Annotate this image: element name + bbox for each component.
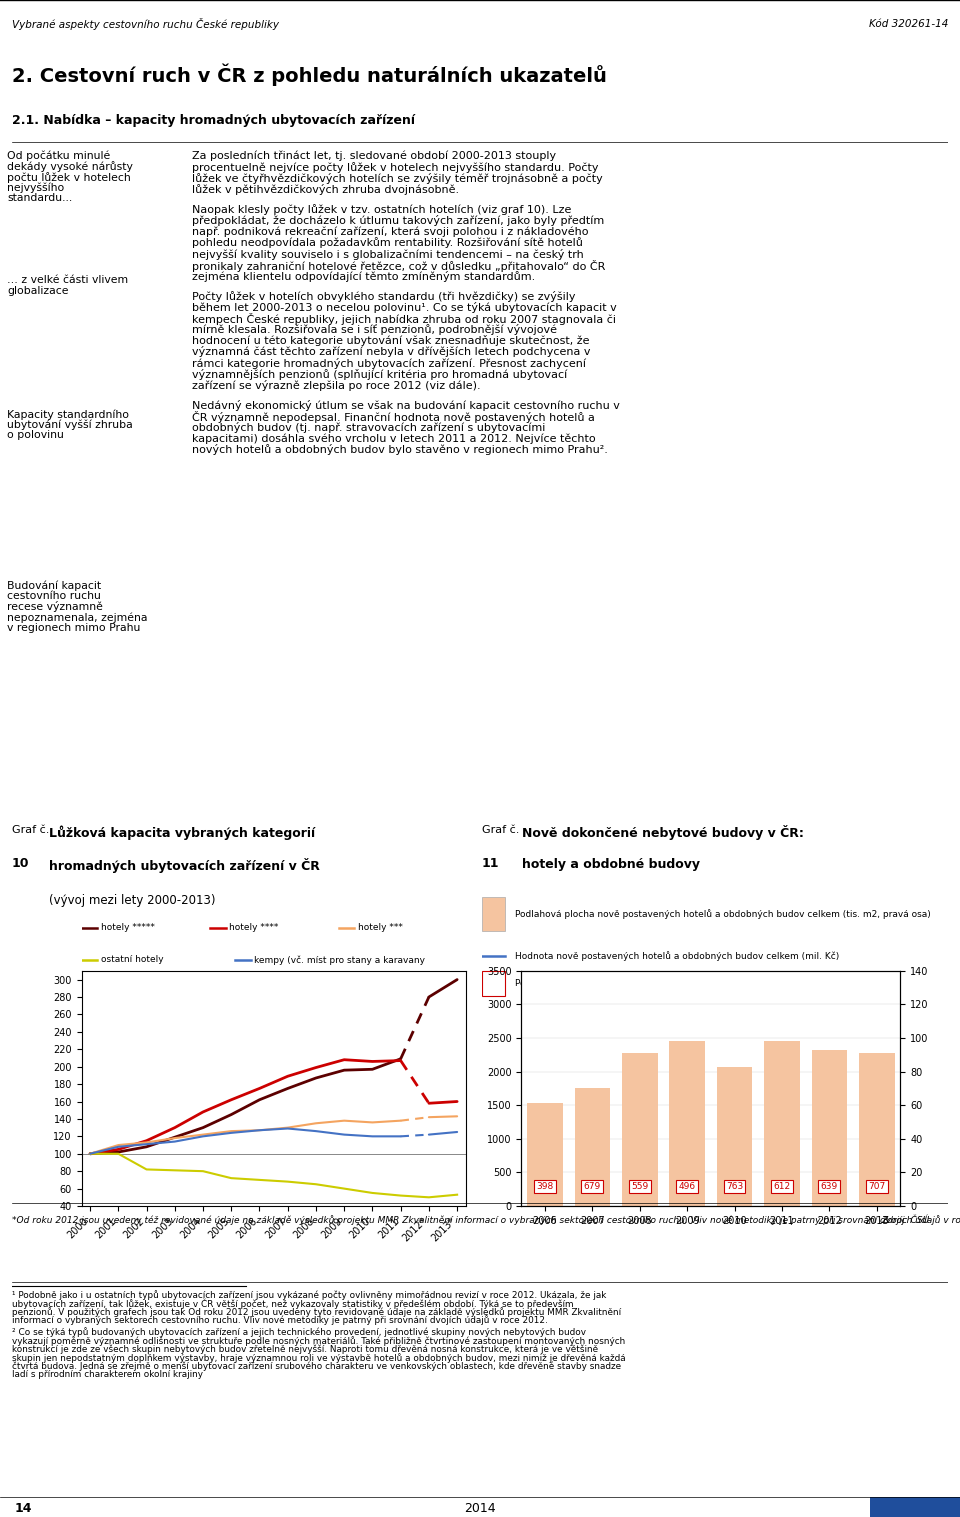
Text: Kód 320261-14: Kód 320261-14 xyxy=(869,20,948,29)
Text: *Od roku 2012 jsou uvedeny též revidované údaje na základě výsledků projektu MMR: *Od roku 2012 jsou uvedeny též revidovan… xyxy=(12,1215,960,1224)
Text: 679: 679 xyxy=(584,1182,601,1191)
Text: Vybrané aspekty cestovního ruchu České republiky: Vybrané aspekty cestovního ruchu České r… xyxy=(12,18,278,30)
Text: 707: 707 xyxy=(868,1182,885,1191)
Text: Kapacity standardního: Kapacity standardního xyxy=(7,410,129,420)
Text: penzionů. V použitých grafech jsou tak Od roku 2012 jsou uvedeny tyto revidované: penzionů. V použitých grafech jsou tak O… xyxy=(12,1306,621,1317)
Text: Nově dokončené nebytové budovy v ČR:: Nově dokončené nebytové budovy v ČR: xyxy=(522,825,804,840)
Text: Graf č.: Graf č. xyxy=(482,825,519,834)
Text: zejména klientelu odpovídající těmto zmíněným standardům.: zejména klientelu odpovídající těmto zmí… xyxy=(192,270,536,282)
Text: o polovinu: o polovinu xyxy=(7,431,64,440)
Text: počtu lůžek v hotelech: počtu lůžek v hotelech xyxy=(7,171,131,182)
Text: nových hotelů a obdobných budov bylo stavěno v regionech mimo Prahu².: nových hotelů a obdobných budov bylo sta… xyxy=(192,444,608,455)
Text: standardu...: standardu... xyxy=(7,193,72,203)
Text: ¹ Podobně jako i u ostatních typů ubytovacích zařízení jsou vykázané počty ovliv: ¹ Podobně jako i u ostatních typů ubytov… xyxy=(12,1289,606,1300)
Text: ostatní hotely: ostatní hotely xyxy=(101,956,163,965)
Text: lůžek ve čtyřhvězdičkových hotelích se zvýšily téměř trojnásobně a počty: lůžek ve čtyřhvězdičkových hotelích se z… xyxy=(192,173,603,184)
Text: 10: 10 xyxy=(12,857,29,869)
Bar xyxy=(870,1497,960,1517)
Text: 11: 11 xyxy=(482,857,499,869)
Text: hotely a obdobné budovy: hotely a obdobné budovy xyxy=(522,859,700,871)
Bar xyxy=(527,1103,563,1206)
Bar xyxy=(575,1089,611,1206)
Text: Graf č.: Graf č. xyxy=(12,825,49,834)
Text: globalizace: globalizace xyxy=(7,287,68,296)
Text: konstrukcí je zde ze všech skupin nebytových budov zřetelně nejvyšší. Naproti to: konstrukcí je zde ze všech skupin nebyto… xyxy=(12,1344,598,1353)
Text: ubytovacích zařízení, tak lůžek, existuje v ČR větší počet, než vykazovaly stati: ubytovacích zařízení, tak lůžek, existuj… xyxy=(12,1299,573,1309)
Text: pohledu neodpovídala požadavkům rentability. Rozšiřování sítě hotelů: pohledu neodpovídala požadavkům rentabil… xyxy=(192,238,583,249)
Text: procentuelně nejvíce počty lůžek v hotelech nejvyššího standardu. Počty: procentuelně nejvíce počty lůžek v hotel… xyxy=(192,162,598,173)
Text: cestovního ruchu: cestovního ruchu xyxy=(7,590,101,601)
Text: ubytování vyšší zhruba: ubytování vyšší zhruba xyxy=(7,420,132,431)
Text: dekády vysoké nárůsty: dekády vysoké nárůsty xyxy=(7,161,132,171)
Bar xyxy=(669,1042,705,1206)
Text: kapacitami) dosáhla svého vrcholu v letech 2011 a 2012. Nejvíce těchto: kapacitami) dosáhla svého vrcholu v lete… xyxy=(192,434,595,444)
Text: předpokládat, že docházelo k útlumu takových zařízení, jako byly předtím: předpokládat, že docházelo k útlumu tako… xyxy=(192,215,604,226)
Text: 496: 496 xyxy=(679,1182,696,1191)
Text: recese významně: recese významně xyxy=(7,601,103,613)
Text: pronikaly zahraniční hotelové řetězce, což v důsledku „přitahovalo“ do ČR: pronikaly zahraniční hotelové řetězce, c… xyxy=(192,259,606,272)
Text: ² Co se týká typů budovaných ubytovacích zařízení a jejich technického provedení: ² Co se týká typů budovaných ubytovacích… xyxy=(12,1327,586,1338)
Text: v regionech mimo Prahu: v regionech mimo Prahu xyxy=(7,622,140,633)
Text: 2.1. Nabídka – kapacity hromadných ubytovacích zařízení: 2.1. Nabídka – kapacity hromadných ubyto… xyxy=(12,114,415,127)
Text: (vývoj mezi lety 2000-2013): (vývoj mezi lety 2000-2013) xyxy=(49,895,216,907)
Text: hotely *****: hotely ***** xyxy=(101,924,155,933)
Text: ladí s přírodním charakterem okolní krajiny: ladí s přírodním charakterem okolní kraj… xyxy=(12,1370,203,1379)
FancyBboxPatch shape xyxy=(482,971,505,995)
Text: nejvyššího: nejvyššího xyxy=(7,182,64,193)
Text: Podlahová plocha nově postavených hotelů a obdobných budov celkem (tis. m2, prav: Podlahová plocha nově postavených hotelů… xyxy=(515,909,930,919)
Text: ČR významně nepodepsal. Finanční hodnota nově postavených hotelů a: ČR významně nepodepsal. Finanční hodnota… xyxy=(192,411,595,423)
Text: … z velké části vlivem: … z velké části vlivem xyxy=(7,276,128,285)
Text: obdobných budov (tj. např. stravovacích zařízení s ubytovacími: obdobných budov (tj. např. stravovacích … xyxy=(192,422,545,434)
Text: Od počátku minulé: Od počátku minulé xyxy=(7,150,110,161)
Text: během let 2000-2013 o necelou polovinu¹. Co se týká ubytovacích kapacit v: během let 2000-2013 o necelou polovinu¹.… xyxy=(192,302,616,313)
Text: rámci kategorie hromadných ubytovacích zařízení. Přesnost zachycení: rámci kategorie hromadných ubytovacích z… xyxy=(192,358,586,369)
Text: mírně klesala. Rozšiřovala se i síť penzionů, podrobnější vývojové: mírně klesala. Rozšiřovala se i síť penz… xyxy=(192,325,557,335)
Bar xyxy=(764,1042,800,1206)
Bar xyxy=(811,1050,847,1206)
Text: 763: 763 xyxy=(726,1182,743,1191)
Text: Zdroj: ČSÚ: Zdroj: ČSÚ xyxy=(881,1215,929,1226)
Text: čtvrtá budova. Jedná se zřejmě o menší ubytovací zařízení srubového charakteru v: čtvrtá budova. Jedná se zřejmě o menší u… xyxy=(12,1361,621,1371)
Text: skupin jen nepodstatným doplňkem výstavby, hraje významnou roli ve výstavbě hote: skupin jen nepodstatným doplňkem výstavb… xyxy=(12,1353,625,1362)
Text: Naopak klesly počty lůžek v tzv. ostatních hotelích (viz graf 10). Lze: Naopak klesly počty lůžek v tzv. ostatní… xyxy=(192,205,571,215)
Text: 2014: 2014 xyxy=(465,1502,495,1514)
Text: Lůžková kapacita vybraných kategorií: Lůžková kapacita vybraných kategorií xyxy=(49,825,315,839)
Text: Nedávný ekonomický útlum se však na budování kapacit cestovního ruchu v: Nedávný ekonomický útlum se však na budo… xyxy=(192,400,620,411)
Text: hotely ****: hotely **** xyxy=(229,924,278,933)
Text: nepoznamenala, zejména: nepoznamenala, zejména xyxy=(7,611,148,622)
Text: Počty lůžek v hotelích obvyklého standardu (tři hvězdičky) se zvýšily: Počty lůžek v hotelích obvyklého standar… xyxy=(192,291,575,302)
Bar xyxy=(622,1053,658,1206)
Text: hromadných ubytovacích zařízení v ČR: hromadných ubytovacích zařízení v ČR xyxy=(49,859,320,874)
Text: 14: 14 xyxy=(15,1502,33,1514)
Text: nejvyšší kvality souviselo i s globalizačními tendencemi – na český trh: nejvyšší kvality souviselo i s globaliza… xyxy=(192,249,584,259)
Text: Hodnota nově postavených hotelů a obdobných budov celkem (mil. Kč): Hodnota nově postavených hotelů a obdobn… xyxy=(515,951,839,960)
Text: Budování kapacit: Budování kapacit xyxy=(7,581,101,590)
Text: kempech České republiky, jejich nabídka zhruba od roku 2007 stagnovala či: kempech České republiky, jejich nabídka … xyxy=(192,313,616,325)
Text: informací o vybraných sektorech cestovního ruchu. Vliv nové metodiky je patrný p: informací o vybraných sektorech cestovní… xyxy=(12,1315,547,1324)
Text: významnějších penzionů (splňující kritéria pro hromadná ubytovací: významnějších penzionů (splňující kritér… xyxy=(192,369,567,379)
Text: zařízení se výrazně zlepšila po roce 2012 (viz dále).: zařízení se výrazně zlepšila po roce 201… xyxy=(192,379,481,391)
Text: Za posledních třináct let, tj. sledované období 2000-2013 stouply: Za posledních třináct let, tj. sledované… xyxy=(192,150,556,161)
Text: hotely ***: hotely *** xyxy=(358,924,403,933)
Text: 612: 612 xyxy=(774,1182,790,1191)
Text: 559: 559 xyxy=(631,1182,648,1191)
Text: 2. Cestovní ruch v ČR z pohledu naturálních ukazatelů: 2. Cestovní ruch v ČR z pohledu naturáln… xyxy=(12,64,607,86)
Text: vykazují poměrně významné odlišnosti ve struktuře podle nosných materiálů. Také : vykazují poměrně významné odlišnosti ve … xyxy=(12,1336,625,1346)
Text: kempy (vč. míst pro stany a karavany: kempy (vč. míst pro stany a karavany xyxy=(254,956,425,965)
Bar xyxy=(482,897,505,930)
Bar xyxy=(859,1053,895,1206)
Text: 398: 398 xyxy=(537,1182,554,1191)
Bar xyxy=(717,1066,753,1206)
Text: hodnocení u této kategorie ubytování však znesnadňuje skutečnost, že: hodnocení u této kategorie ubytování vša… xyxy=(192,335,589,346)
Text: 639: 639 xyxy=(821,1182,838,1191)
Text: významná část těchto zařízení nebyla v dřívějších letech podchycena v: významná část těchto zařízení nebyla v d… xyxy=(192,346,590,358)
Text: Počet nově postavených hotelů a obdob. budov: Počet nově postavených hotelů a obdob. b… xyxy=(515,978,731,988)
Text: lůžek v pětihvězdičkových zhruba dvojnásobně.: lůžek v pětihvězdičkových zhruba dvojnás… xyxy=(192,184,459,196)
Text: např. podniková rekreační zařízení, která svoji polohou i z nákladového: např. podniková rekreační zařízení, kter… xyxy=(192,226,588,237)
